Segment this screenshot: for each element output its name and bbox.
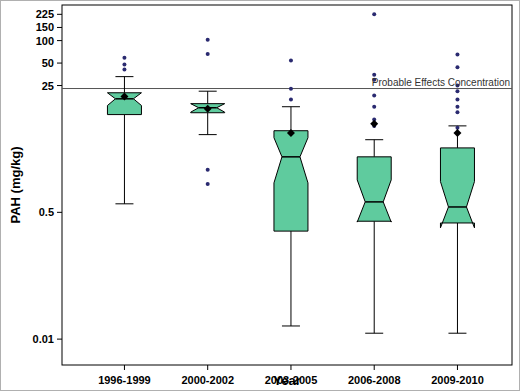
x-tick — [124, 365, 125, 370]
whisker-cap-low — [448, 333, 466, 334]
mean — [120, 93, 128, 101]
y-tick — [57, 27, 62, 28]
outlier — [206, 182, 210, 186]
x-tick-label: 2006-2008 — [348, 374, 401, 386]
whisker-low — [207, 113, 208, 135]
x-tick — [457, 365, 458, 370]
box — [274, 131, 308, 231]
box — [191, 104, 225, 113]
whisker-cap-low — [282, 325, 300, 326]
median — [365, 201, 383, 203]
median — [282, 156, 300, 158]
outlier — [122, 56, 126, 60]
mean — [453, 129, 461, 137]
median — [448, 206, 466, 208]
outlier — [289, 98, 293, 102]
outlier — [372, 105, 376, 109]
reference-line — [62, 88, 512, 89]
outlier — [206, 38, 210, 42]
whisker-low — [124, 115, 125, 204]
chart: 0.01 0.5 25 50 100 150225 1996-1999 2000-2002 20… — [0, 0, 520, 391]
box — [107, 93, 141, 115]
whisker-cap-low — [199, 134, 217, 135]
y-tick — [57, 212, 62, 213]
outlier — [122, 68, 126, 72]
whisker-high — [374, 140, 375, 157]
y-tick-label: 0.5 — [39, 206, 54, 218]
plot-frame — [62, 5, 512, 365]
mean — [204, 105, 212, 113]
outlier — [455, 89, 459, 93]
whisker-high — [207, 91, 208, 103]
whisker-cap-high — [115, 76, 133, 77]
box — [440, 148, 474, 228]
y-tick-label: 0.01 — [33, 333, 54, 345]
box — [357, 157, 391, 222]
outlier — [206, 168, 210, 172]
whisker-high — [124, 77, 125, 93]
outlier — [455, 53, 459, 57]
x-tick-label: 2009-2010 — [431, 374, 484, 386]
y-tick-label: 25 — [42, 80, 54, 92]
reference-label: Probable Effects Concentration — [372, 77, 510, 88]
outlier — [455, 105, 459, 109]
outlier — [455, 110, 459, 114]
whisker-cap-low — [365, 333, 383, 334]
x-tick — [374, 365, 375, 370]
y-tick-label: 50 — [42, 57, 54, 69]
whisker-cap-high — [365, 139, 383, 140]
y-tick — [57, 40, 62, 41]
mean — [287, 129, 295, 137]
plot-area — [62, 12, 512, 333]
outlier — [372, 93, 376, 97]
whisker-high — [290, 107, 291, 131]
whisker-low — [457, 223, 458, 333]
whisker-cap-high — [282, 106, 300, 107]
y-tick — [57, 339, 62, 340]
whisker-cap-low — [115, 203, 133, 204]
outlier — [122, 62, 126, 66]
y-tick-label: 225 — [36, 8, 54, 20]
y-tick — [57, 85, 62, 86]
outlier — [289, 59, 293, 63]
mean — [370, 120, 378, 128]
y-tick — [57, 63, 62, 64]
y-axis-label: PAH (mg/kg) — [8, 146, 23, 223]
x-tick-label: 2000-2002 — [181, 374, 234, 386]
outlier — [289, 87, 293, 91]
whisker-low — [374, 221, 375, 333]
outlier — [372, 12, 376, 16]
y-tick-label: 100 — [36, 35, 54, 47]
whisker-cap-high — [199, 91, 217, 92]
background — [1, 1, 520, 391]
outlier — [455, 65, 459, 69]
x-axis-label: Year — [273, 373, 300, 388]
outlier — [206, 52, 210, 56]
outlier — [455, 98, 459, 102]
y-tick — [57, 14, 62, 15]
whisker-low — [290, 231, 291, 326]
y-tick-label: 150 — [36, 21, 54, 33]
x-tick-label: 1996-1999 — [98, 374, 151, 386]
x-tick — [207, 365, 208, 370]
x-tick — [290, 365, 291, 370]
